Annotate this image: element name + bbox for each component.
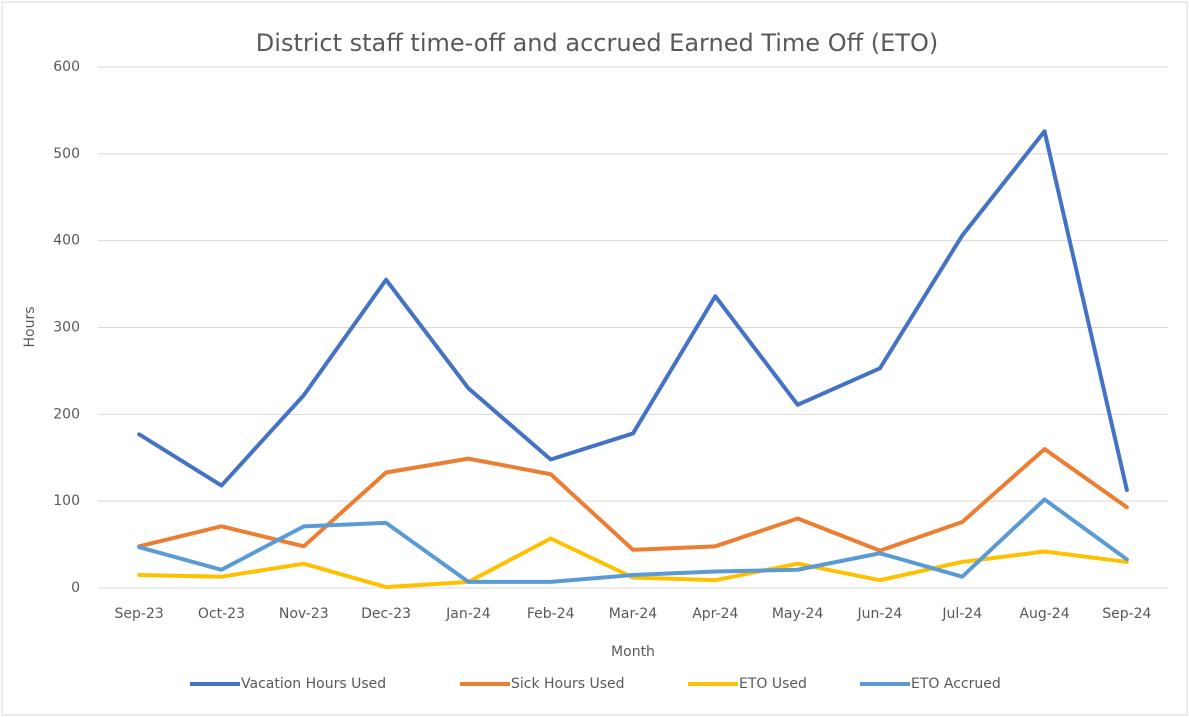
x-axis-title: Month	[611, 644, 655, 660]
legend-label: ETO Used	[739, 676, 807, 692]
x-tick-label: Nov-23	[279, 606, 329, 622]
x-tick-label: Feb-24	[527, 606, 575, 622]
x-tick-label: Apr-24	[692, 606, 738, 622]
x-tick-label: Sep-23	[115, 606, 164, 622]
chart-title: District staff time-off and accrued Earn…	[256, 29, 938, 57]
series-line	[137, 497, 1129, 584]
x-tick-label: Jan-24	[445, 606, 491, 622]
y-tick-label: 200	[53, 406, 80, 422]
x-tick-label: Jul-24	[941, 606, 982, 622]
y-tick-label: 600	[53, 59, 80, 75]
x-tick-label: Oct-23	[198, 606, 245, 622]
y-tick-label: 500	[53, 146, 80, 162]
y-axis-title: Hours	[22, 306, 38, 347]
legend-label: Sick Hours Used	[511, 676, 625, 692]
y-tick-label: 100	[53, 493, 80, 509]
y-tick-label: 300	[53, 320, 80, 336]
y-tick-label: 400	[53, 233, 80, 249]
legend-label: ETO Accrued	[911, 676, 1001, 692]
series-line	[137, 129, 1129, 492]
x-tick-label: Mar-24	[609, 606, 657, 622]
x-tick-label: Sep-24	[1102, 606, 1151, 622]
y-tick-label: 0	[71, 580, 80, 596]
series-line	[137, 447, 1129, 553]
x-tick-label: Dec-23	[361, 606, 411, 622]
x-tick-label: Jun-24	[857, 606, 903, 622]
x-tick-label: May-24	[772, 606, 824, 622]
series-line	[137, 536, 1129, 590]
x-tick-label: Aug-24	[1019, 606, 1069, 622]
legend-label: Vacation Hours Used	[241, 676, 386, 692]
